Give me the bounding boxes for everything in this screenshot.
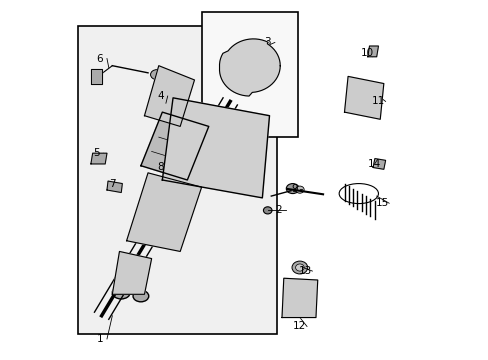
Text: 14: 14 — [367, 159, 381, 169]
Ellipse shape — [127, 265, 143, 277]
Ellipse shape — [150, 69, 163, 80]
Polygon shape — [219, 39, 280, 96]
Text: 10: 10 — [361, 48, 373, 58]
Polygon shape — [372, 158, 385, 169]
Ellipse shape — [291, 261, 307, 274]
Polygon shape — [367, 46, 378, 57]
Text: 15: 15 — [375, 198, 388, 208]
Polygon shape — [91, 153, 107, 164]
Text: 12: 12 — [293, 321, 306, 332]
Text: 11: 11 — [371, 96, 384, 107]
Text: 4: 4 — [157, 91, 163, 101]
Ellipse shape — [170, 77, 183, 87]
Ellipse shape — [235, 51, 264, 80]
Ellipse shape — [112, 286, 130, 299]
Text: 3: 3 — [264, 37, 270, 48]
FancyBboxPatch shape — [201, 12, 298, 137]
Ellipse shape — [287, 285, 312, 314]
Ellipse shape — [196, 126, 242, 180]
Polygon shape — [144, 66, 194, 126]
Text: 9: 9 — [290, 184, 297, 194]
Ellipse shape — [285, 184, 299, 194]
Polygon shape — [112, 251, 151, 294]
Polygon shape — [141, 112, 208, 180]
Text: 2: 2 — [275, 205, 281, 215]
FancyBboxPatch shape — [78, 26, 276, 334]
Polygon shape — [344, 76, 383, 119]
Ellipse shape — [205, 135, 233, 171]
Ellipse shape — [295, 186, 304, 193]
Ellipse shape — [133, 291, 148, 302]
Text: 8: 8 — [157, 162, 163, 172]
Polygon shape — [107, 181, 122, 193]
Text: 5: 5 — [93, 148, 100, 158]
Ellipse shape — [263, 207, 271, 214]
Text: 6: 6 — [96, 54, 103, 64]
Ellipse shape — [353, 84, 374, 112]
Polygon shape — [126, 173, 201, 251]
Text: 7: 7 — [109, 179, 115, 189]
Polygon shape — [91, 69, 102, 84]
Text: 13: 13 — [298, 266, 311, 276]
Polygon shape — [282, 278, 317, 318]
Text: 1: 1 — [96, 334, 103, 344]
Polygon shape — [162, 98, 269, 198]
Ellipse shape — [295, 264, 304, 271]
